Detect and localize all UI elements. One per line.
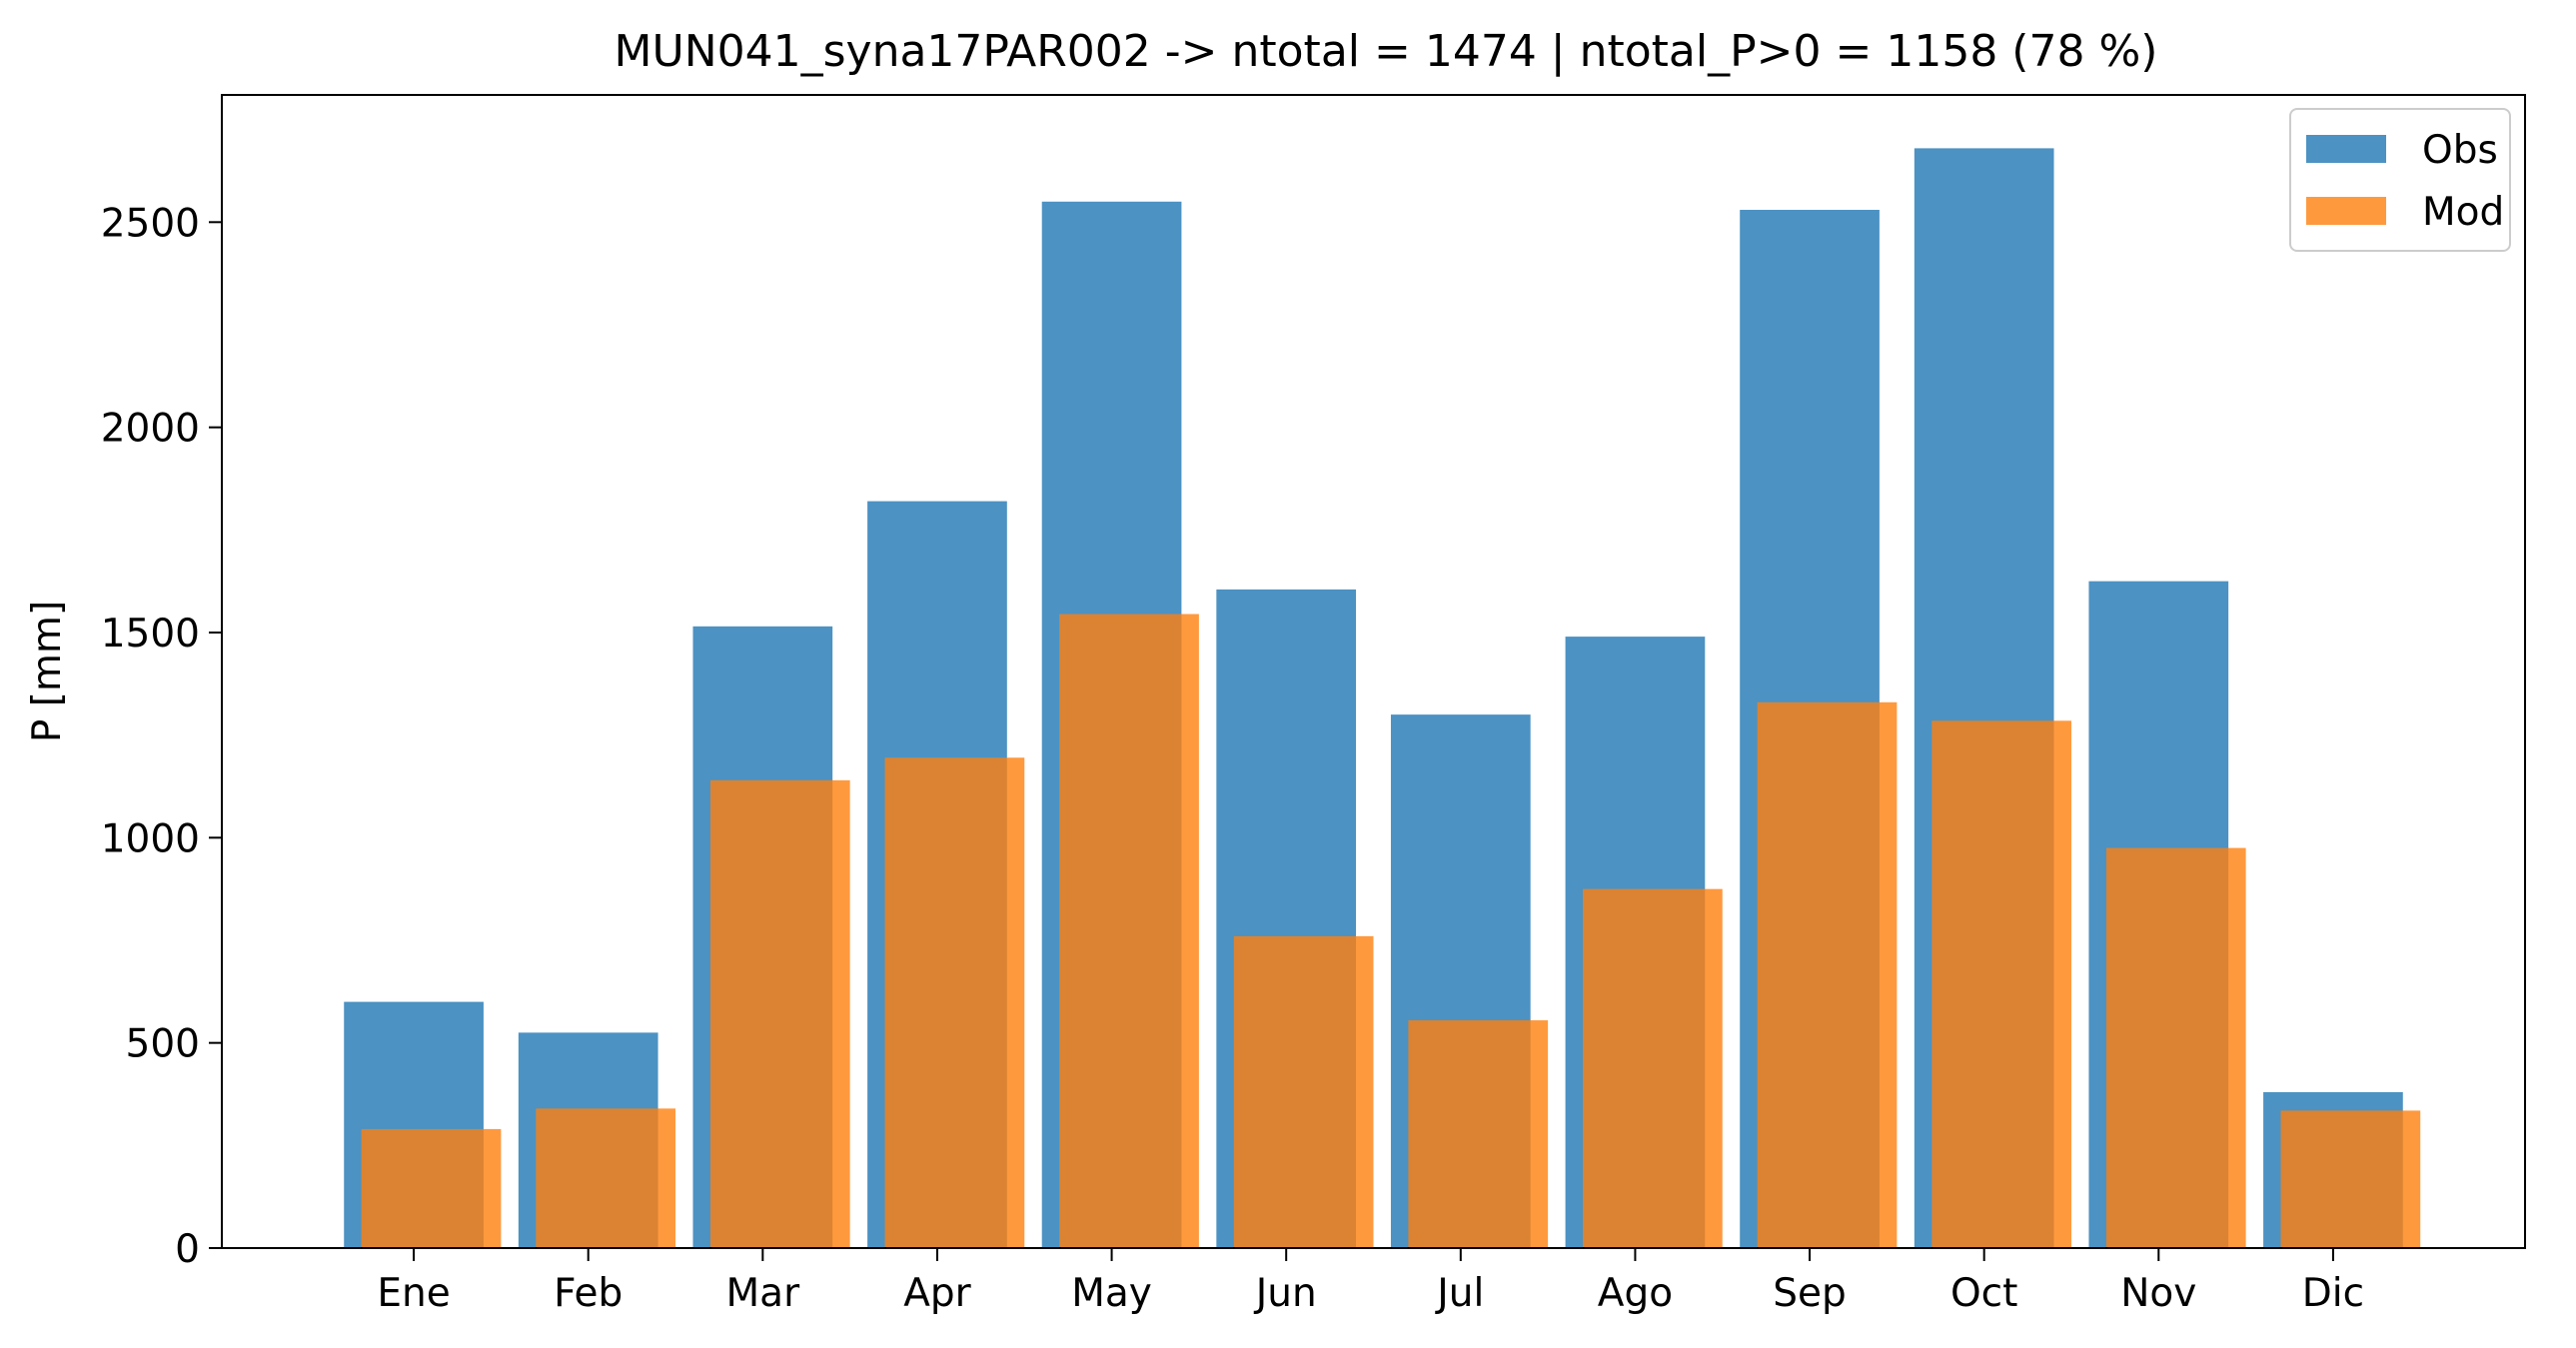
mod-bar-nov [2105, 847, 2246, 1248]
mod-series-bars [361, 614, 2421, 1248]
y-tick-label: 1500 [101, 612, 200, 657]
mod-bar-feb [536, 1108, 676, 1248]
mod-legend-label: Mod [2422, 190, 2504, 235]
x-tick-label: Oct [1950, 1271, 2017, 1316]
x-tick-label: Nov [2120, 1271, 2196, 1316]
legend: Obs Mod [2289, 108, 2511, 252]
obs-legend-label: Obs [2422, 128, 2498, 173]
mod-bar-may [1059, 614, 1199, 1248]
y-tick-label: 0 [175, 1227, 200, 1272]
mod-bar-ago [1583, 888, 1723, 1248]
mod-bar-apr [884, 757, 1025, 1248]
x-tick-label: Apr [903, 1271, 971, 1316]
y-tick-label: 1000 [101, 816, 200, 861]
mod-bar-mar [709, 779, 850, 1248]
mod-bar-dic [2280, 1110, 2421, 1248]
x-tick-label: Mar [726, 1271, 801, 1316]
y-tick-label: 2000 [101, 407, 200, 452]
x-tick-label: May [1071, 1271, 1152, 1316]
obs-legend-swatch [2306, 135, 2386, 163]
plot-frame [221, 94, 2526, 1249]
mod-legend-swatch [2306, 197, 2386, 225]
mod-bar-jul [1408, 1020, 1549, 1248]
y-axis-label: P [mm] [25, 601, 70, 742]
mod-bar-jun [1233, 935, 1374, 1248]
mod-bar-sep [1757, 701, 1898, 1248]
x-tick-label: Ago [1598, 1271, 1673, 1316]
chart-title: MUN041_syna17PAR002 -> ntotal = 1474 | n… [615, 26, 2158, 77]
y-tick-label: 2500 [101, 201, 200, 246]
y-axis-ticks: 0 500 1000 1500 2000 2500 [101, 201, 222, 1272]
x-tick-label: Jun [1253, 1271, 1317, 1316]
mod-bar-oct [1932, 720, 2071, 1248]
x-tick-label: Ene [377, 1271, 450, 1316]
x-tick-label: Dic [2302, 1271, 2364, 1316]
x-axis-ticks: Ene Feb Mar Apr May Jun Jul Ago Sep Oct Nov Dic [377, 1248, 2364, 1316]
x-tick-label: Feb [554, 1271, 623, 1316]
mod-bar-ene [361, 1128, 502, 1248]
x-tick-label: Jul [1434, 1271, 1484, 1316]
x-tick-label: Sep [1773, 1271, 1847, 1316]
y-tick-label: 500 [126, 1022, 200, 1067]
